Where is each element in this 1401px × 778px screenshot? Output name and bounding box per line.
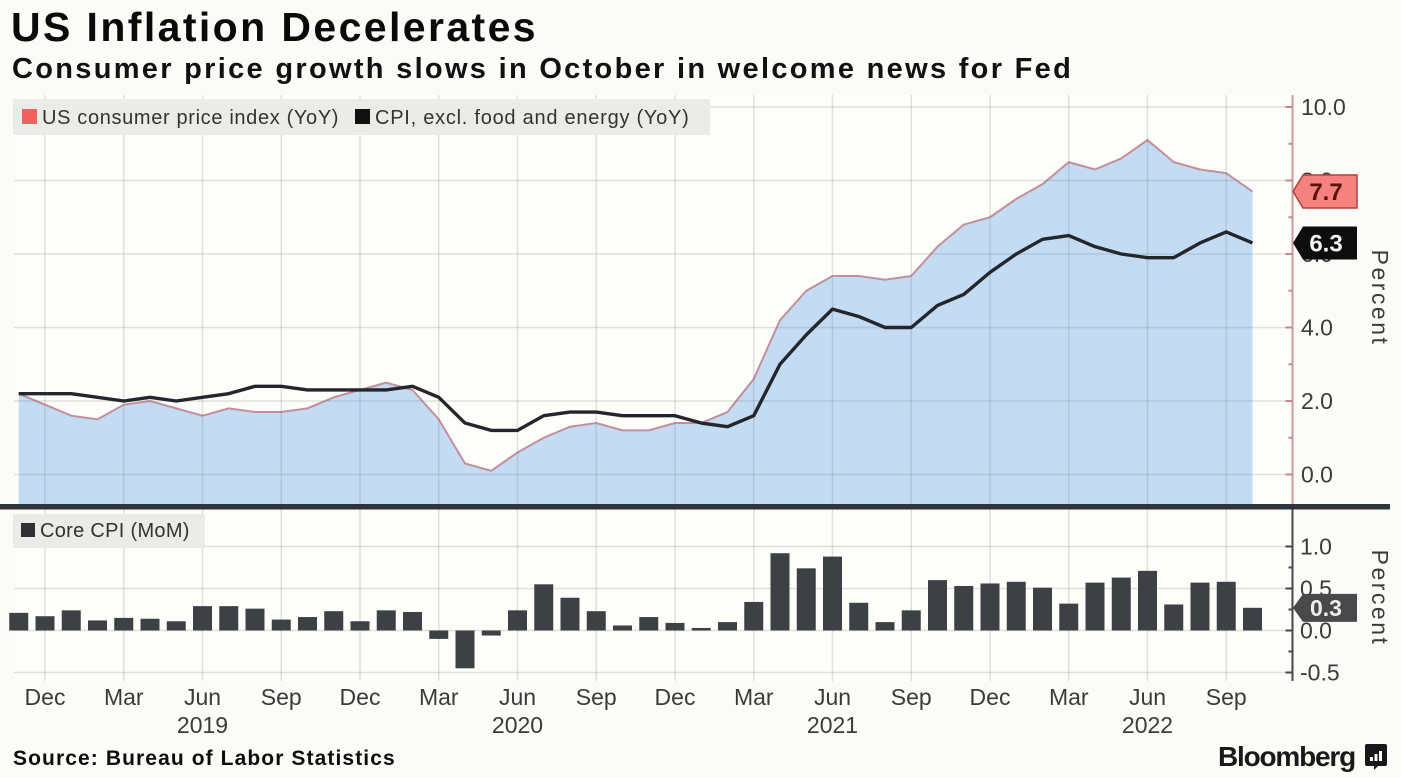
svg-text:Sep: Sep [261, 684, 302, 710]
svg-text:Bloomberg: Bloomberg [1218, 741, 1355, 772]
svg-text:Sep: Sep [1206, 684, 1247, 710]
svg-text:2019: 2019 [177, 712, 228, 738]
svg-text:Mar: Mar [1049, 684, 1089, 710]
svg-text:1.0: 1.0 [1300, 534, 1332, 560]
svg-text:2021: 2021 [807, 712, 858, 738]
svg-text:2.0: 2.0 [1301, 388, 1333, 414]
svg-text:US Inflation Decelerates: US Inflation Decelerates [11, 4, 538, 50]
svg-text:Percent: Percent [1367, 250, 1393, 347]
svg-text:Jun: Jun [184, 684, 221, 710]
svg-text:Dec: Dec [655, 684, 696, 710]
svg-text:US consumer price index (YoY): US consumer price index (YoY) [42, 107, 339, 129]
svg-text:Jun: Jun [1129, 684, 1166, 710]
svg-text:0.0: 0.0 [1300, 618, 1332, 644]
svg-text:0.0: 0.0 [1301, 462, 1333, 488]
svg-text:2020: 2020 [492, 712, 543, 738]
svg-text:10.0: 10.0 [1301, 94, 1346, 120]
svg-text:0.3: 0.3 [1310, 595, 1342, 621]
svg-text:Dec: Dec [25, 684, 66, 710]
svg-text:Core CPI (MoM): Core CPI (MoM) [40, 520, 190, 542]
svg-text:2022: 2022 [1122, 712, 1173, 738]
svg-text:Mar: Mar [419, 684, 459, 710]
svg-text:Sep: Sep [891, 684, 932, 710]
svg-text:Dec: Dec [340, 684, 381, 710]
svg-text:Dec: Dec [970, 684, 1011, 710]
svg-text:4.0: 4.0 [1301, 315, 1333, 341]
svg-text:Consumer price growth slows in: Consumer price growth slows in October i… [12, 53, 1073, 85]
svg-text:Source: Bureau of Labor Statis: Source: Bureau of Labor Statistics [13, 747, 396, 770]
svg-text:Jun: Jun [814, 684, 851, 710]
svg-text:Mar: Mar [104, 684, 144, 710]
svg-text:Jun: Jun [499, 684, 536, 710]
svg-text:CPI, excl. food and energy (Yo: CPI, excl. food and energy (YoY) [375, 107, 690, 129]
svg-text:Sep: Sep [576, 684, 617, 710]
svg-text:Percent: Percent [1367, 550, 1393, 647]
svg-text:-0.5: -0.5 [1300, 660, 1340, 686]
svg-text:Mar: Mar [734, 684, 774, 710]
svg-text:7.7: 7.7 [1309, 179, 1342, 206]
svg-text:6.3: 6.3 [1309, 230, 1342, 257]
